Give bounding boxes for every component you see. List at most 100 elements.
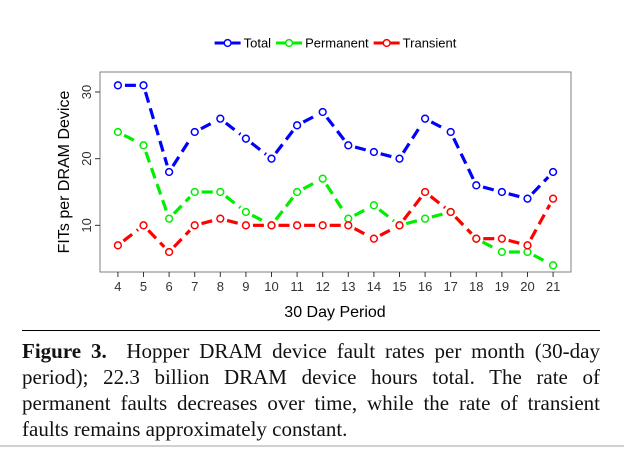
- series-total-segment: [302, 113, 318, 124]
- series-permanent-segment: [274, 196, 295, 221]
- series-permanent-point: [548, 261, 558, 270]
- series-transient-point: [139, 221, 148, 230]
- x-tick-label: 7: [191, 279, 198, 294]
- series-transient-point: [318, 221, 327, 230]
- series-total-point: [344, 141, 353, 150]
- series-layer: [113, 81, 558, 270]
- legend-label: Transient: [403, 36, 457, 51]
- series-transient-point: [190, 221, 199, 230]
- series-permanent-point: [113, 127, 123, 137]
- legend-item-total: Total: [214, 36, 272, 51]
- x-tick-label: 10: [264, 279, 278, 294]
- series-transient-segment: [226, 218, 240, 226]
- series-transient: [113, 187, 558, 257]
- x-tick-label: 4: [114, 279, 121, 294]
- series-total-segment: [200, 120, 215, 131]
- series-total-segment: [531, 175, 550, 195]
- series-permanent-point: [216, 187, 225, 197]
- series-permanent-point: [344, 214, 353, 223]
- series-total: [113, 81, 558, 203]
- series-total-segment: [274, 129, 295, 155]
- series-total-segment: [401, 123, 423, 154]
- x-tick-label: 17: [443, 279, 457, 294]
- legend-label: Total: [244, 36, 272, 51]
- x-axis: 4 5 6 7 8 9 10 11 12 13 14 15 16 17 18 19 20 21: [114, 272, 560, 294]
- y-tick-label: 30: [79, 85, 94, 99]
- series-permanent-point: [497, 247, 507, 257]
- series-total-point: [292, 121, 302, 130]
- series-transient-segment: [172, 229, 192, 249]
- series-transient-point: [241, 221, 251, 230]
- x-axis-label: 30 Day Period: [284, 304, 385, 321]
- y-axis: 10 20 30: [79, 85, 100, 233]
- series-transient-segment: [353, 227, 369, 237]
- series-permanent-segment: [172, 195, 192, 215]
- series-total-point: [164, 167, 174, 177]
- legend-item-transient: Transient: [373, 36, 457, 51]
- x-tick-label: 12: [315, 279, 329, 294]
- series-permanent-segment: [224, 195, 242, 209]
- caption-text: Hopper DRAM device fault rates per month…: [22, 339, 600, 441]
- series-permanent-point: [369, 201, 379, 210]
- x-tick-label: 9: [242, 279, 249, 294]
- series-total-point: [318, 107, 327, 117]
- series-transient-point: [344, 221, 353, 230]
- x-tick-label: 16: [418, 279, 432, 294]
- series-permanent-segment: [325, 183, 346, 214]
- plot-panel: [99, 71, 572, 273]
- series-transient-point: [292, 221, 302, 230]
- series-transient-point: [369, 234, 379, 243]
- series-transient-point: [548, 194, 558, 203]
- series-total-segment: [250, 141, 267, 156]
- series-transient-point: [420, 187, 430, 197]
- series-permanent-point: [523, 247, 532, 257]
- series-transient-segment: [379, 227, 395, 237]
- series-total-point: [139, 81, 148, 90]
- y-axis-label: FITs per DRAM Device: [56, 91, 73, 254]
- series-permanent-segment: [302, 180, 318, 191]
- x-tick-label: 13: [341, 279, 355, 294]
- series-total-segment: [354, 145, 368, 152]
- x-tick-label: 15: [392, 279, 406, 294]
- series-permanent-point: [420, 214, 430, 223]
- figure-caption: Figure 3. Hopper DRAM device fault rates…: [22, 338, 600, 442]
- x-tick-label: 5: [140, 279, 147, 294]
- series-total-segment: [380, 152, 394, 159]
- y-tick-label: 10: [79, 218, 94, 232]
- series-total-segment: [482, 185, 496, 192]
- series-total-segment: [171, 137, 193, 167]
- series-transient-point: [164, 247, 174, 257]
- series-total-point: [472, 181, 481, 190]
- series-total-point: [369, 147, 379, 157]
- series-transient-point: [113, 241, 123, 250]
- series-transient-segment: [454, 215, 473, 235]
- caption-divider: [22, 330, 600, 331]
- series-transient-point: [267, 221, 276, 230]
- series-permanent-segment: [144, 151, 169, 213]
- legend-key-point: [284, 38, 294, 48]
- series-total-segment: [143, 91, 169, 166]
- series-permanent-segment: [353, 207, 369, 217]
- series-total-point: [446, 127, 455, 137]
- series-total-segment: [430, 120, 446, 131]
- series-permanent-segment: [532, 253, 548, 264]
- series-transient-point: [497, 234, 507, 243]
- series-total-segment: [325, 116, 346, 141]
- series-total-point: [523, 194, 532, 203]
- series-permanent: [113, 127, 558, 270]
- series-transient-point: [446, 207, 455, 217]
- legend-item-permanent: Permanent: [276, 36, 369, 51]
- series-total-point: [420, 114, 430, 123]
- series-permanent-segment: [481, 240, 497, 251]
- series-transient-segment: [429, 195, 447, 209]
- legend: Total Permanent Transient: [214, 36, 457, 51]
- y-tick-label: 20: [79, 151, 94, 165]
- series-permanent-segment: [378, 208, 395, 223]
- series-total-point: [395, 154, 404, 163]
- series-permanent-point: [164, 214, 174, 223]
- series-total-segment: [508, 192, 522, 199]
- x-tick-label: 19: [495, 279, 509, 294]
- series-total-point: [241, 134, 251, 143]
